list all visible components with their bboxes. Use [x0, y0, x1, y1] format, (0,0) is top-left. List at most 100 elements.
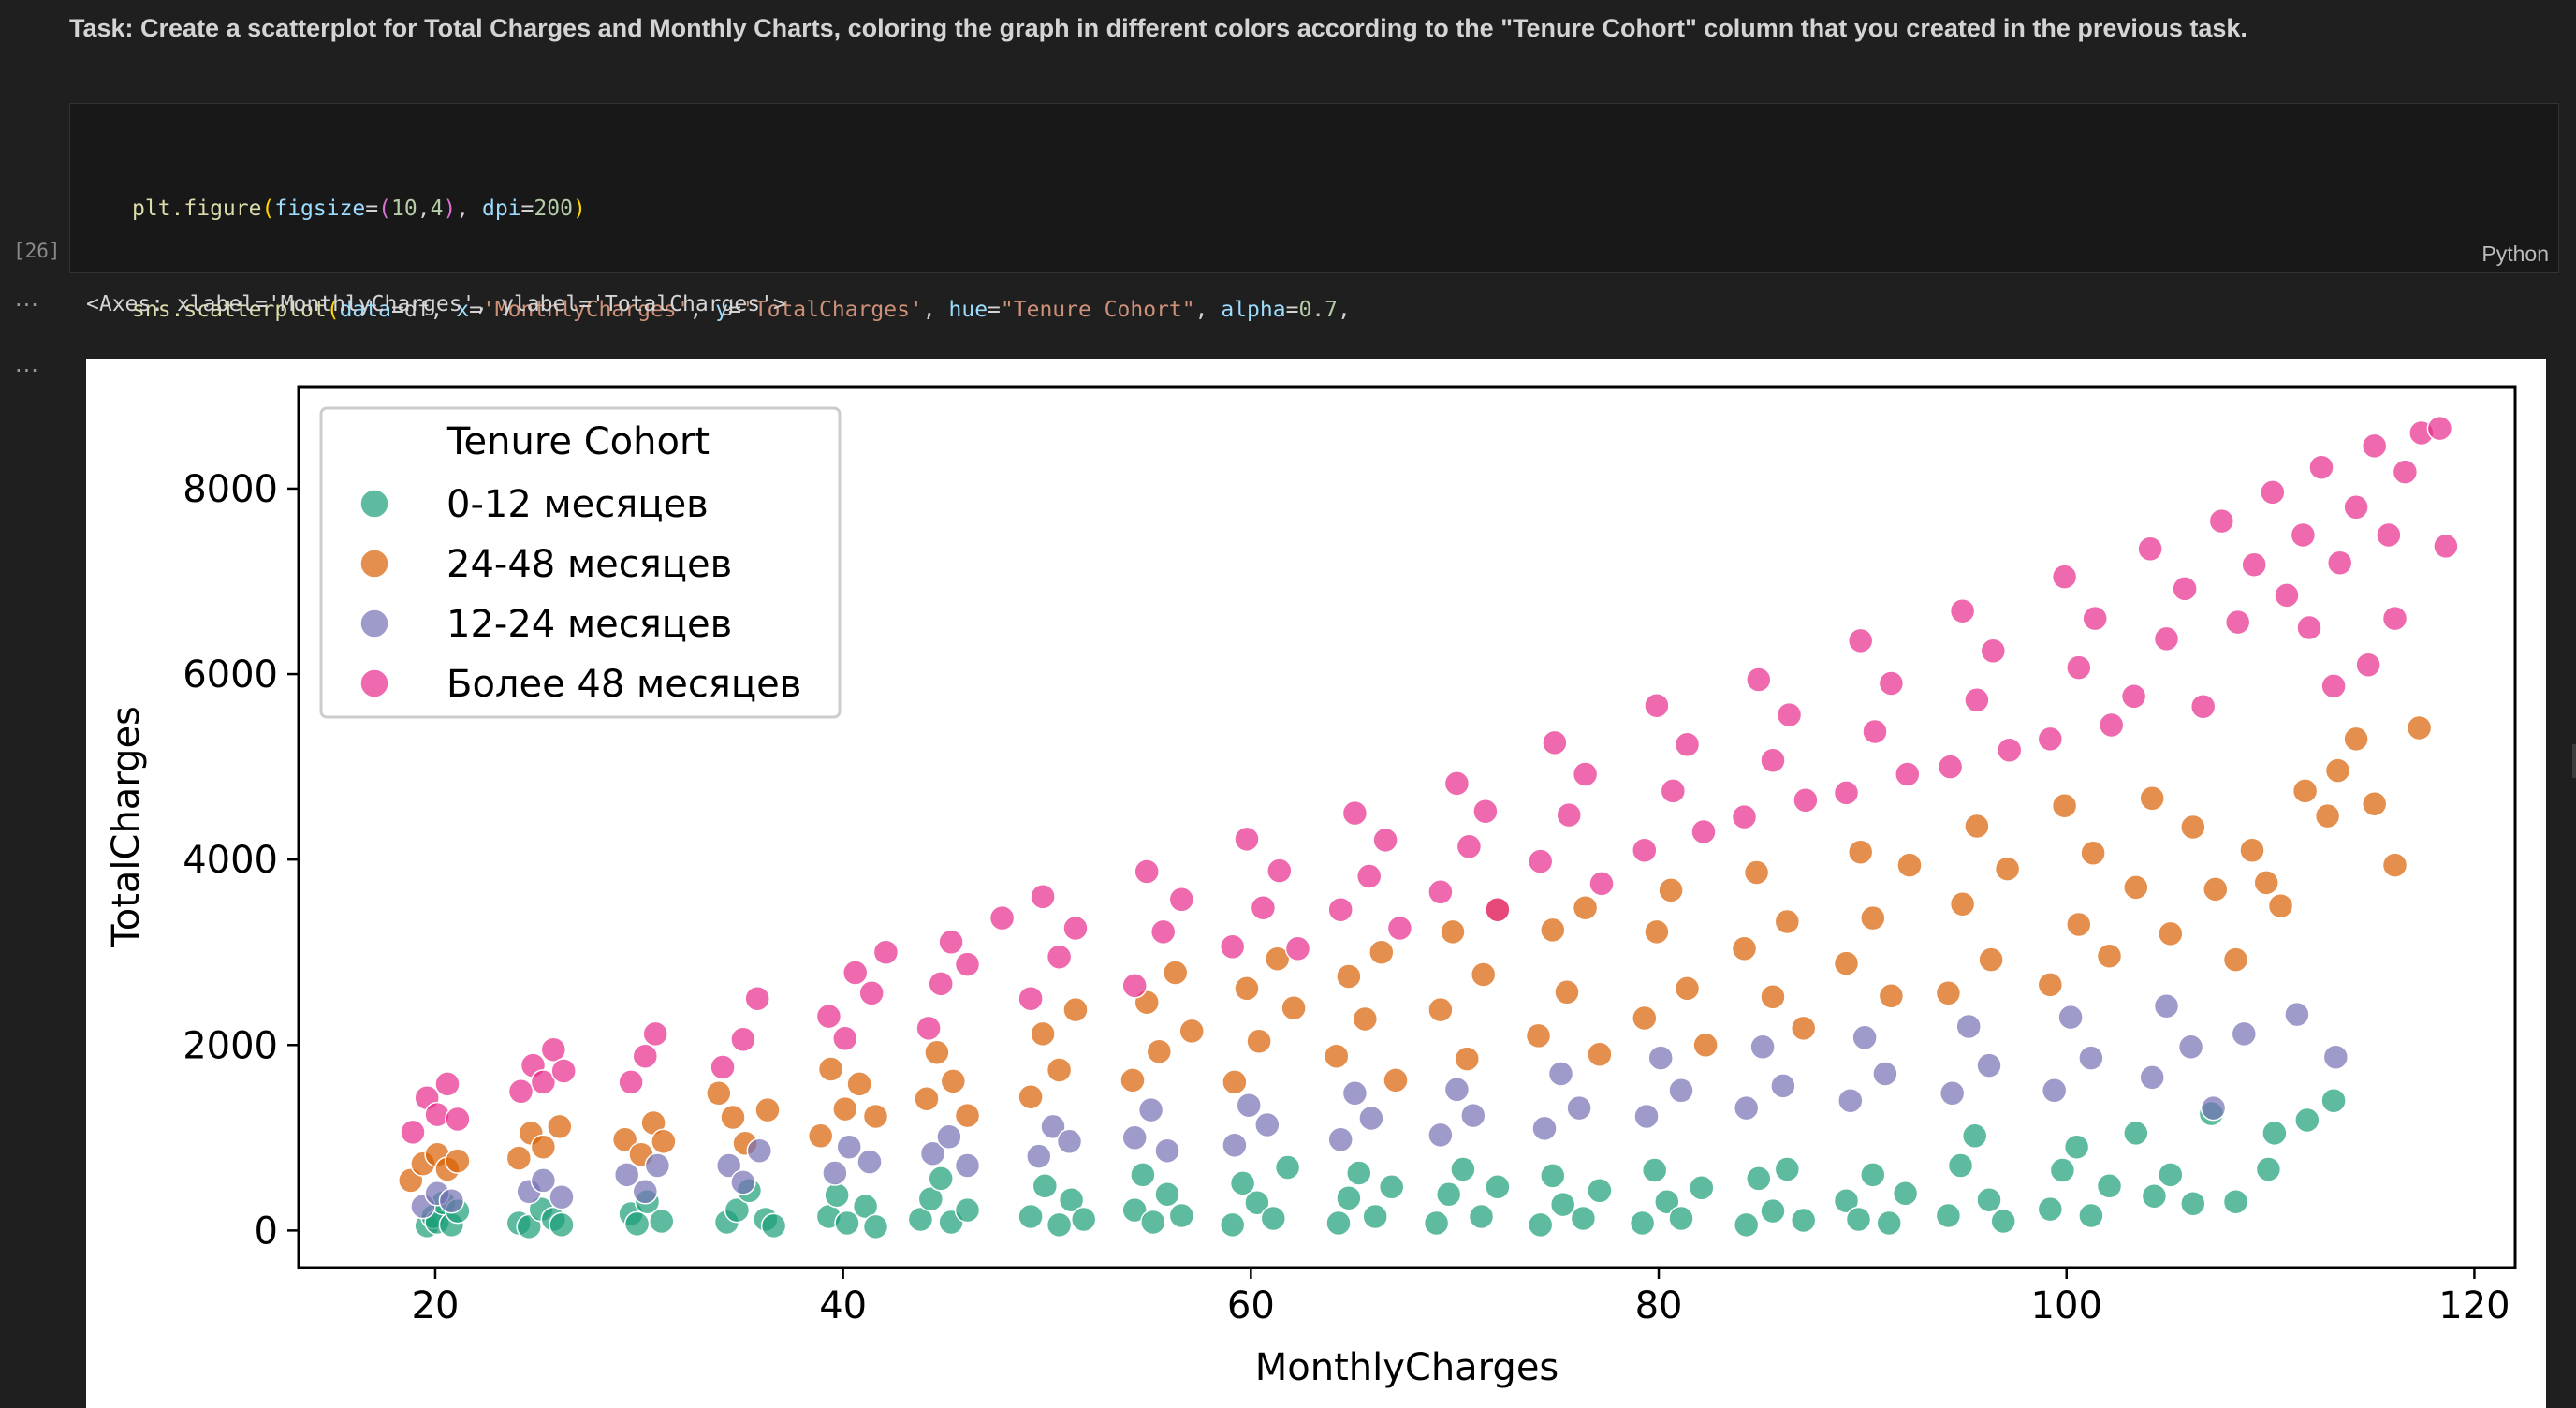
scatter-point — [2158, 1162, 2184, 1188]
scatter-point — [2239, 837, 2265, 864]
scatter-point — [2203, 876, 2229, 902]
scatter-point — [1032, 1173, 1059, 1199]
scatter-point — [1017, 1203, 1044, 1230]
scatter-point — [1629, 1210, 1656, 1237]
scatter-point — [2200, 1094, 2227, 1122]
scatter-point — [1046, 1057, 1073, 1083]
scatter-point — [2137, 535, 2163, 563]
scatter-point — [1668, 1078, 1694, 1104]
scatter-point — [1134, 858, 1160, 885]
scatter-point — [1327, 896, 1354, 923]
scatter-point — [2222, 946, 2249, 973]
scatter-point — [1030, 884, 1056, 910]
output-menu-icon[interactable]: ··· — [15, 358, 39, 384]
scatter-point — [1485, 1174, 1511, 1200]
scatter-point — [1234, 975, 1260, 1002]
scatter-point — [1776, 701, 1803, 728]
scatter-point — [1149, 918, 1177, 946]
scatter-point — [730, 1026, 756, 1053]
scatter-point — [1872, 1061, 1898, 1087]
language-selector[interactable]: Python — [2481, 242, 2549, 266]
scatter-point — [2082, 605, 2108, 632]
scatter-point — [715, 1152, 742, 1179]
scatter-point — [1046, 944, 1073, 970]
scatter-point — [1450, 1156, 1476, 1182]
y-tick-label: 0 — [255, 1210, 278, 1253]
scatter-point — [2261, 1120, 2288, 1147]
scatter-point — [1961, 1122, 1988, 1150]
x-tick-label: 80 — [1635, 1284, 1683, 1327]
scatter-point — [2078, 1045, 2104, 1071]
scatter-point — [1281, 994, 1307, 1021]
scatter-point — [1266, 858, 1293, 884]
scatter-point — [2172, 576, 2198, 602]
scatter-point — [1760, 1197, 1786, 1225]
scatter-point — [1660, 778, 1687, 804]
scatter-point — [1137, 1096, 1164, 1123]
scatter-point — [928, 1166, 954, 1192]
scatter-point — [1837, 1087, 1864, 1114]
scatter-point — [1587, 1041, 1613, 1067]
scatter-point — [1860, 904, 1886, 931]
scatter-point — [1246, 1028, 1272, 1055]
code-editor[interactable]: plt.figure(figsize=(10,4), dpi=200) sns.… — [132, 125, 1351, 495]
x-axis-label: MonthlyCharges — [1255, 1346, 1559, 1389]
scatter-point — [832, 1095, 858, 1122]
scatter-point — [2098, 711, 2125, 739]
x-tick-label: 40 — [819, 1284, 867, 1327]
scatter-point — [2241, 551, 2267, 578]
scatter-point — [400, 1119, 426, 1146]
scatter-point — [2361, 433, 2388, 460]
scatter-point — [1264, 946, 1291, 972]
scatter-point — [1435, 1181, 1462, 1208]
scatter-point — [724, 1196, 751, 1224]
scatter-point — [2433, 533, 2459, 560]
scatter-point — [2057, 1004, 2084, 1031]
scatter-point — [1229, 1170, 1256, 1196]
output-menu-icon[interactable]: ··· — [15, 292, 39, 318]
scatter-point — [2063, 1134, 2090, 1160]
data-points — [398, 415, 2459, 1240]
scatter-point — [1547, 1061, 1574, 1087]
scatter-point — [1121, 973, 1148, 999]
scatter-point — [1860, 1162, 1886, 1188]
scatter-point — [1935, 980, 1962, 1006]
scatter-point — [2096, 1173, 2123, 1199]
scatter-point — [2255, 1156, 2282, 1182]
scatter-point — [1527, 848, 1554, 874]
x-tick-label: 100 — [2031, 1284, 2102, 1327]
scatter-point — [1878, 670, 1905, 697]
scatter-point — [2153, 992, 2180, 1019]
code-cell[interactable]: plt.figure(figsize=(10,4), dpi=200) sns.… — [69, 103, 2559, 428]
scatter-point — [1427, 996, 1454, 1023]
scatter-point — [1674, 731, 1701, 758]
scatter-point — [1325, 1210, 1352, 1237]
scatter-point — [1460, 1102, 1486, 1129]
scatter-point — [1070, 1206, 1097, 1233]
scatter-point — [649, 1208, 675, 1235]
legend-marker — [359, 549, 389, 579]
scatter-point — [2284, 1001, 2310, 1028]
scatter-point — [988, 904, 1016, 931]
scatter-point — [1121, 1124, 1148, 1151]
legend-label: 24-48 месяцев — [446, 543, 732, 586]
scatter-point — [516, 1213, 542, 1240]
scroll-indicator[interactable] — [2572, 744, 2576, 778]
scatter-point — [1284, 935, 1311, 962]
scatter-point — [2260, 479, 2286, 506]
scatter-point — [1746, 667, 1772, 693]
scatter-point — [1790, 1207, 1817, 1234]
scatter-point — [936, 1123, 962, 1151]
scatter-point — [730, 1169, 756, 1195]
scatter-point — [2381, 605, 2408, 632]
scatter-point — [1833, 780, 1860, 806]
scatter-point — [1542, 729, 1568, 756]
scatter-point — [2231, 1020, 2258, 1048]
scatter-point — [1733, 1094, 1760, 1122]
scatter-point — [2123, 1120, 2149, 1147]
x-tick-label: 120 — [2438, 1284, 2510, 1327]
scatter-point — [1760, 984, 1786, 1010]
plot-output: 20 40 60 80 100 120 0 2000 4000 6000 8000 Monthly… — [86, 359, 2546, 1408]
scatter-point — [611, 1126, 638, 1153]
scatter-point — [1062, 915, 1089, 942]
